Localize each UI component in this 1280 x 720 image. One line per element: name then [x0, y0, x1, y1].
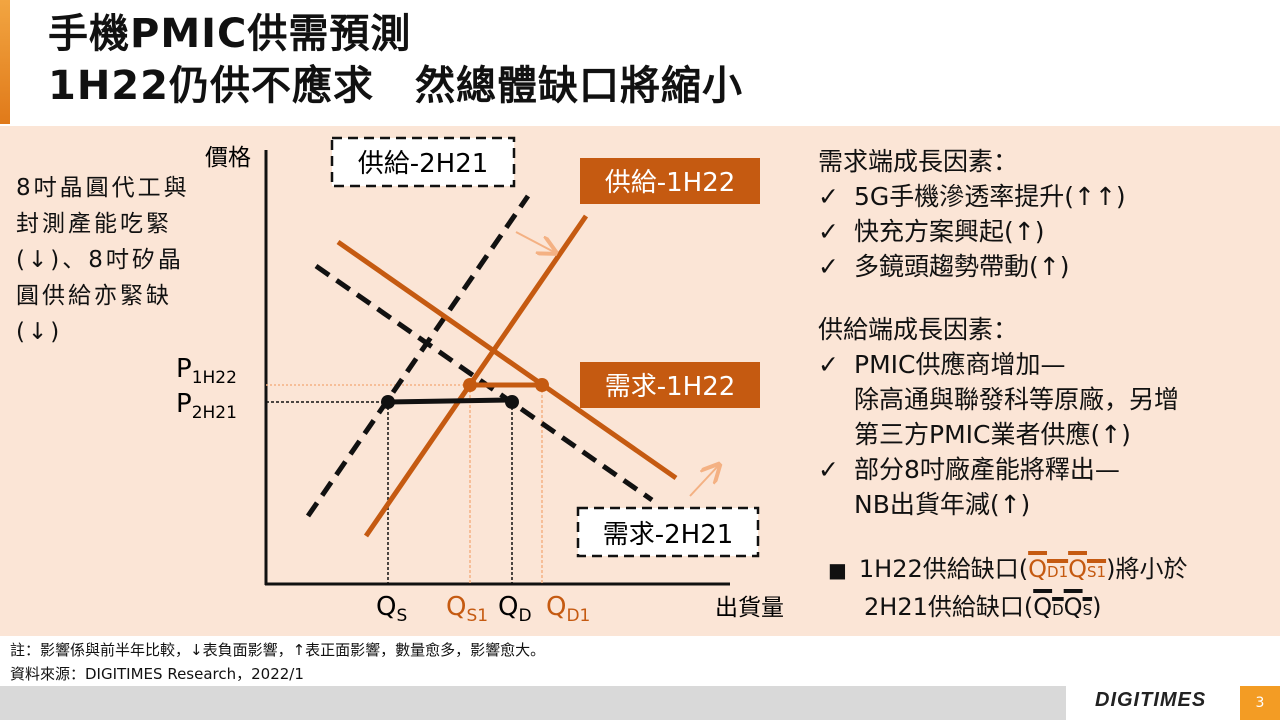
check-icon: ✓: [818, 252, 839, 281]
supply-1h22-label-box: [580, 158, 760, 204]
conclusion-line-1: ■ 1H22供給缺口(QD1QS1)將小於: [828, 555, 1188, 583]
list-item: ✓ 5G手機滲透率提升(↑↑): [818, 179, 1273, 214]
demand-shift-arrow: [689, 466, 718, 497]
supply-factors: 供給端成長因素： ✓ PMIC供應商增加— 除高通與聯發科等原廠，另增 第三方PMIC…: [818, 312, 1273, 522]
gap-2h21: [387, 397, 513, 405]
supply-2h21-label-box: [330, 136, 516, 188]
demand-factors-heading: 需求端成長因素：: [818, 147, 1019, 176]
x-axis-label: 出貨量: [715, 595, 784, 621]
page-title: 手機PMIC供需預測 1H22仍供不應求 然總體缺口將縮小: [48, 8, 743, 112]
price-1h22-label: P1H22: [176, 354, 237, 388]
supply-1h22-label: 供給-1H22: [605, 168, 736, 198]
supply-factor-list: ✓ PMIC供應商增加— 除高通與聯發科等原廠，另增 第三方PMIC業者供應(↑) ✓…: [818, 347, 1273, 522]
qd1-label: QD1: [546, 592, 590, 626]
gap-1h22-text: QD1QS1: [1028, 555, 1107, 583]
price-2h21-label: P2H21: [176, 389, 237, 423]
list-item: ✓ 多鏡頭趨勢帶動(↑): [818, 249, 1273, 284]
demand-1h22-label-box: [580, 362, 760, 408]
supply-2h21-label: 供給-2H21: [358, 149, 489, 179]
supply-2h21-curve: [305, 194, 531, 518]
list-item: ✓ 快充方案興起(↑): [818, 214, 1273, 249]
bottom-bar: [0, 686, 1066, 720]
footnote-note: 註：影響係與前半年比較，↓表負面影響，↑表正面影響，數量愈多，影響愈大。: [10, 641, 546, 659]
check-icon: ✓: [818, 182, 839, 211]
conclusion: ■ 1H22供給缺口(QD1QS1)將小於 2H21供給缺口(QDQS): [828, 552, 1273, 628]
point-qd1-1h22: [535, 378, 549, 392]
demand-factor-list: ✓ 5G手機滲透率提升(↑↑) ✓ 快充方案興起(↑) ✓ 多鏡頭趨勢帶動(↑): [818, 179, 1273, 284]
list-item: ✓ 部分8吋廠產能將釋出— NB出貨年減(↑): [818, 452, 1273, 522]
square-bullet-icon: ■: [828, 558, 847, 582]
check-icon: ✓: [818, 455, 839, 484]
point-qs1-1h22: [463, 378, 477, 392]
list-item: ✓ PMIC供應商增加— 除高通與聯發科等原廠，另增 第三方PMIC業者供應(↑): [818, 347, 1273, 452]
supply-1h22-curve: [363, 214, 589, 538]
demand-1h22-curve: [336, 239, 678, 481]
gap-2h21-text: QDQS: [1033, 593, 1093, 621]
qd-label: QD: [498, 592, 532, 626]
qs1-label: QS1: [446, 592, 488, 626]
demand-factors: 需求端成長因素： ✓ 5G手機滲透率提升(↑↑) ✓ 快充方案興起(↑) ✓ 多鏡頭趨…: [818, 144, 1273, 284]
title-accent-bar: [0, 0, 10, 124]
footnote-source: 資料來源：DIGITIMES Research，2022/1: [10, 665, 304, 683]
supply-shift-arrow: [515, 231, 554, 252]
digitimes-logo: DIGITIMES: [1095, 689, 1207, 711]
qs-label: QS: [376, 592, 407, 626]
demand-1h22-label: 需求-1H22: [605, 372, 736, 402]
supply-demand-diagram: 價格 出貨量 供給-2H21 供給-1H22 需求-1H22 需求-2H21 P…: [176, 136, 784, 626]
conclusion-line-2: 2H21供給缺口(QDQS): [864, 593, 1102, 621]
point-qd-2h21: [505, 395, 519, 409]
check-icon: ✓: [818, 217, 839, 246]
supply-factors-heading: 供給端成長因素：: [818, 315, 1019, 344]
left-note: 8吋晶圓代工與封測產能吃緊(↓)、8吋矽晶圓供給亦緊缺(↓): [16, 175, 190, 345]
title-line-1: 手機PMIC供需預測: [48, 11, 412, 57]
y-axis-label: 價格: [205, 145, 251, 171]
point-qs-2h21: [381, 395, 395, 409]
demand-2h21-label: 需求-2H21: [603, 520, 734, 550]
title-line-2: 1H22仍供不應求 然總體缺口將縮小: [48, 63, 743, 109]
page-number: 3: [1240, 686, 1280, 720]
demand-2h21-label-box: [576, 506, 760, 558]
footnote: 註：影響係與前半年比較，↓表負面影響，↑表正面影響，數量愈多，影響愈大。 資料來…: [10, 638, 545, 686]
check-icon: ✓: [818, 350, 839, 379]
